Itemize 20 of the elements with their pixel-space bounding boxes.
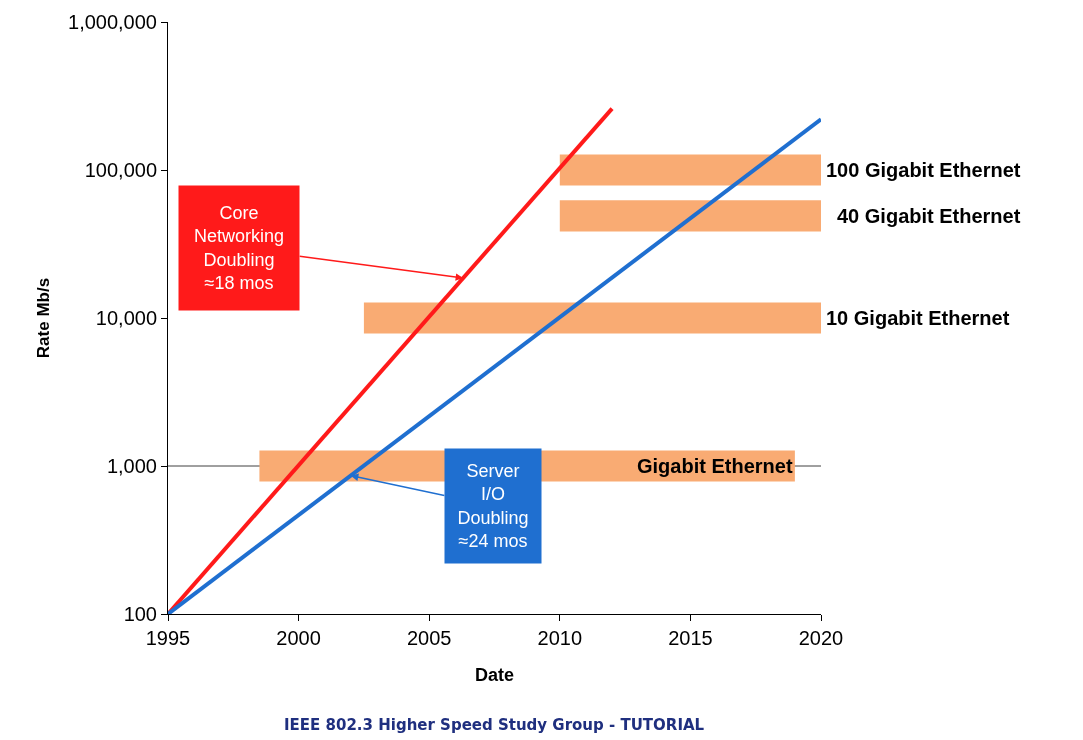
y-tick-label: 1,000,000 [68, 11, 157, 33]
annotation: Core Networking Doubling ≈18 mos [193, 202, 285, 294]
x-tick-label: 2020 [798, 627, 844, 649]
band-label: 40 Gigabit Ethernet [837, 205, 1021, 227]
y-axis-title: Rate Mb/s [33, 277, 53, 359]
x-tick-label: 2010 [537, 627, 583, 649]
x-tick-label: 1995 [145, 627, 191, 649]
text: IEEE 802.3 Higher Speed Study Group - TUTORIAL [284, 716, 705, 734]
x-axis-title: Date [474, 665, 515, 686]
y-tick-label: 10,000 [95, 307, 157, 329]
y-tick-label: 100,000 [84, 159, 157, 181]
band-label: 10 Gigabit Ethernet [826, 307, 1010, 329]
y-tick-label: 1,000 [106, 455, 157, 477]
x-tick-label: 2015 [668, 627, 713, 649]
annotation: Server I/O Doubling ≈24 mos [457, 460, 529, 552]
x-tick-label: 2000 [276, 627, 321, 649]
x-tick-label: 2005 [406, 627, 452, 649]
band-label: Gigabit Ethernet [637, 455, 793, 477]
band-label: 100 Gigabit Ethernet [826, 159, 1021, 181]
y-tick-label: 100 [123, 603, 157, 625]
